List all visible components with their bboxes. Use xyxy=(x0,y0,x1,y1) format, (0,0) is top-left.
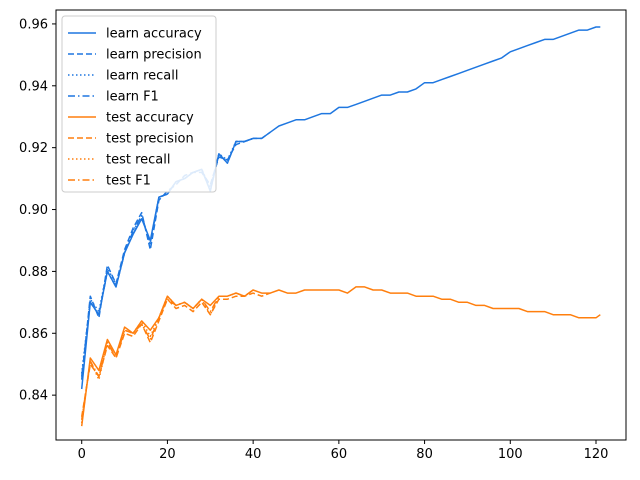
x-tick-label: 100 xyxy=(498,447,523,462)
series-line-2 xyxy=(80,137,254,374)
x-tick-label: 60 xyxy=(331,447,348,462)
legend-label-2: learn recall xyxy=(106,69,178,84)
y-tick-label: 0.90 xyxy=(19,203,48,218)
series-line-5 xyxy=(80,292,271,417)
x-tick-label: 80 xyxy=(416,447,433,462)
y-axis: 0.84 0.86 0.88 0.90 0.92 0.94 0.96 xyxy=(19,17,56,404)
series-line-4 xyxy=(80,286,601,427)
y-tick-label: 0.92 xyxy=(19,141,48,156)
legend-label-6: test recall xyxy=(106,153,171,168)
legend-label-3: learn F1 xyxy=(106,90,159,105)
y-tick-label: 0.88 xyxy=(19,265,48,280)
legend-box xyxy=(61,15,217,193)
legend-label-0: learn accuracy xyxy=(106,27,202,42)
series-line-3 xyxy=(80,137,254,377)
x-tick-label: 20 xyxy=(159,447,176,462)
legend-label-5: test precision xyxy=(106,132,194,147)
x-tick-label: 40 xyxy=(245,447,262,462)
plot-area-frame xyxy=(55,9,627,441)
series-line-7 xyxy=(80,289,254,421)
y-tick-label: 0.94 xyxy=(19,79,48,94)
legend-label-4: test accuracy xyxy=(106,111,194,126)
x-tick-label: 0 xyxy=(78,447,86,462)
y-tick-label: 0.86 xyxy=(19,327,48,342)
x-tick-label: 120 xyxy=(584,447,609,462)
legend-label-1: learn precision xyxy=(106,48,202,63)
legend-label-7: test F1 xyxy=(106,174,151,189)
legend: learn accuracy learn precision learn recal… xyxy=(61,15,217,193)
x-axis: 0 20 40 60 80 100 120 xyxy=(78,440,609,462)
y-tick-label: 0.84 xyxy=(19,389,48,404)
y-tick-label: 0.96 xyxy=(19,17,48,32)
